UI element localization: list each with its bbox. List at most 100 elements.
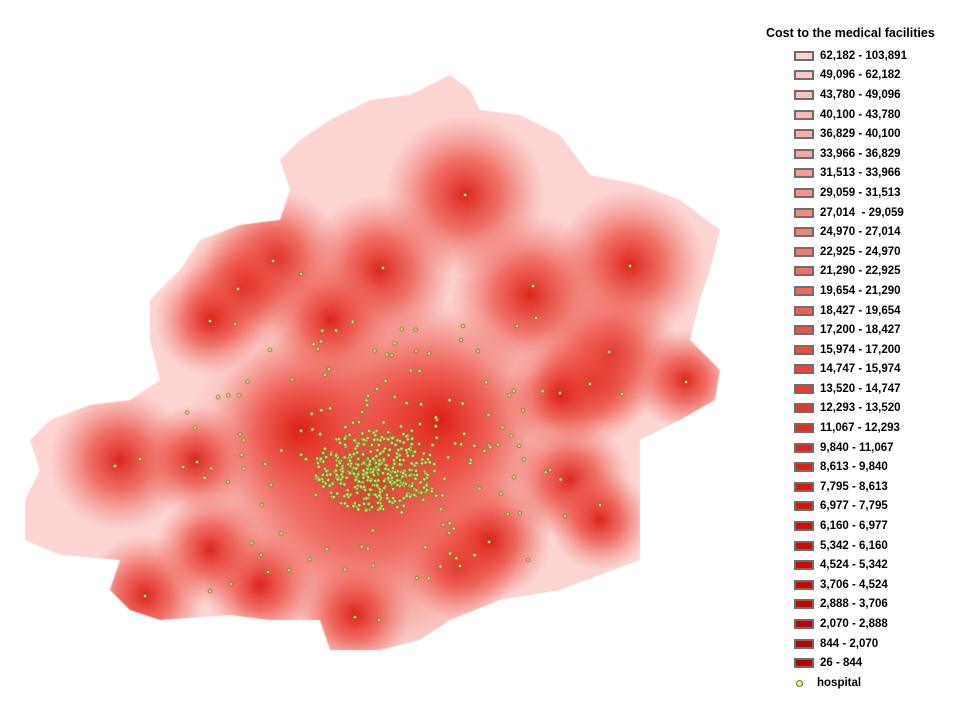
legend-class-label: 40,100 - 43,780 bbox=[820, 108, 901, 121]
legend-class-item: 33,966 - 36,829 bbox=[794, 144, 960, 164]
legend-class-label: 12,293 - 13,520 bbox=[820, 402, 901, 415]
legend-class-item: 5,342 - 6,160 bbox=[794, 536, 960, 556]
legend-swatch bbox=[794, 246, 814, 257]
legend-swatch bbox=[794, 305, 814, 316]
legend-swatch bbox=[794, 227, 814, 238]
legend-swatch bbox=[794, 109, 814, 120]
legend-swatch bbox=[794, 619, 814, 630]
legend-class-item: 62,182 - 103,891 bbox=[794, 46, 960, 66]
legend-class-label: 11,067 - 12,293 bbox=[820, 422, 900, 435]
legend-class-item: 43,780 - 49,096 bbox=[794, 85, 960, 105]
legend-class-item: 9,840 - 11,067 bbox=[794, 438, 960, 458]
legend-class-item: 2,888 - 3,706 bbox=[794, 595, 960, 615]
legend-class-label: 14,747 - 15,974 bbox=[820, 363, 901, 376]
map-legend: Cost to the medical facilities 62,182 - … bbox=[760, 26, 960, 693]
legend-class-item: 7,795 - 8,613 bbox=[794, 477, 960, 497]
legend-class-item: 844 - 2,070 bbox=[794, 634, 960, 654]
legend-class-label: 62,182 - 103,891 bbox=[820, 49, 907, 62]
legend-class-item: 26 - 844 bbox=[794, 653, 960, 673]
legend-class-label: 7,795 - 8,613 bbox=[820, 480, 888, 493]
legend-swatch bbox=[794, 129, 814, 140]
legend-class-label: 6,977 - 7,795 bbox=[820, 500, 888, 513]
legend-class-label: 8,613 - 9,840 bbox=[820, 461, 888, 474]
legend-class-item: 18,427 - 19,654 bbox=[794, 301, 960, 321]
legend-swatch bbox=[794, 187, 814, 198]
legend-swatch bbox=[794, 579, 814, 590]
legend-class-label: 43,780 - 49,096 bbox=[820, 88, 901, 101]
legend-class-label: 33,966 - 36,829 bbox=[820, 147, 901, 160]
legend-swatch bbox=[794, 89, 814, 100]
legend-swatch bbox=[794, 481, 814, 492]
legend-swatch bbox=[794, 383, 814, 394]
legend-swatch bbox=[794, 462, 814, 473]
legend-class-label: 19,654 - 21,290 bbox=[820, 284, 901, 297]
legend-swatch bbox=[794, 658, 814, 669]
legend-class-item: 29,059 - 31,513 bbox=[794, 183, 960, 203]
legend-class-item: 22,925 - 24,970 bbox=[794, 242, 960, 262]
legend-class-item: 31,513 - 33,966 bbox=[794, 164, 960, 184]
legend-class-item: 17,200 - 18,427 bbox=[794, 320, 960, 340]
legend-hospital-label: hospital bbox=[817, 677, 862, 689]
legend-class-item: 40,100 - 43,780 bbox=[794, 105, 960, 125]
legend-class-label: 49,096 - 62,182 bbox=[820, 69, 901, 82]
legend-swatch bbox=[794, 501, 814, 512]
legend-swatch bbox=[794, 599, 814, 610]
legend-class-item: 6,977 - 7,795 bbox=[794, 497, 960, 517]
legend-class-item: 8,613 - 9,840 bbox=[794, 457, 960, 477]
legend-hospital-item: hospital bbox=[788, 673, 960, 693]
legend-class-label: 2,070 - 2,888 bbox=[820, 618, 888, 631]
legend-class-label: 18,427 - 19,654 bbox=[820, 304, 901, 317]
legend-swatch bbox=[794, 540, 814, 551]
legend-class-label: 17,200 - 18,427 bbox=[820, 324, 901, 337]
legend-class-item: 24,970 - 27,014 bbox=[794, 222, 960, 242]
legend-class-item: 36,829 - 40,100 bbox=[794, 124, 960, 144]
legend-class-label: 36,829 - 40,100 bbox=[820, 128, 901, 141]
legend-class-item: 27,014 - 29,059 bbox=[794, 203, 960, 223]
legend-class-item: 13,520 - 14,747 bbox=[794, 379, 960, 399]
legend-swatch bbox=[794, 266, 814, 277]
legend-swatch bbox=[794, 521, 814, 532]
legend-class-label: 24,970 - 27,014 bbox=[820, 226, 901, 239]
legend-class-label: 31,513 - 33,966 bbox=[820, 167, 901, 180]
legend-class-item: 3,706 - 4,524 bbox=[794, 575, 960, 595]
legend-class-list: 62,182 - 103,891 49,096 - 62,182 43,780 - … bbox=[794, 46, 960, 693]
legend-class-item: 6,160 - 6,977 bbox=[794, 516, 960, 536]
legend-swatch bbox=[794, 364, 814, 375]
cost-surface-map[interactable] bbox=[0, 0, 760, 717]
legend-swatch bbox=[794, 207, 814, 218]
legend-class-label: 5,342 - 6,160 bbox=[820, 539, 888, 552]
legend-swatch bbox=[794, 285, 814, 296]
legend-class-item: 49,096 - 62,182 bbox=[794, 66, 960, 86]
legend-class-item: 21,290 - 22,925 bbox=[794, 262, 960, 282]
legend-class-item: 12,293 - 13,520 bbox=[794, 399, 960, 419]
legend-swatch bbox=[794, 423, 814, 434]
legend-class-item: 15,974 - 17,200 bbox=[794, 340, 960, 360]
legend-class-item: 4,524 - 5,342 bbox=[794, 555, 960, 575]
legend-class-label: 844 - 2,070 bbox=[820, 637, 879, 650]
legend-swatch bbox=[794, 344, 814, 355]
legend-class-item: 11,067 - 12,293 bbox=[794, 418, 960, 438]
legend-class-item: 19,654 - 21,290 bbox=[794, 281, 960, 301]
legend-class-item: 2,070 - 2,888 bbox=[794, 614, 960, 634]
legend-class-label: 21,290 - 22,925 bbox=[820, 265, 901, 278]
legend-class-item: 14,747 - 15,974 bbox=[794, 360, 960, 380]
legend-swatch bbox=[794, 403, 814, 414]
legend-class-label: 13,520 - 14,747 bbox=[820, 382, 901, 395]
legend-swatch bbox=[794, 442, 814, 453]
legend-class-label: 22,925 - 24,970 bbox=[820, 245, 901, 258]
legend-swatch bbox=[794, 560, 814, 571]
legend-class-label: 6,160 - 6,977 bbox=[820, 520, 888, 533]
legend-class-label: 3,706 - 4,524 bbox=[820, 578, 888, 591]
legend-class-label: 15,974 - 17,200 bbox=[820, 343, 901, 356]
legend-swatch bbox=[794, 168, 814, 179]
legend-class-label: 26 - 844 bbox=[820, 657, 863, 670]
legend-swatch bbox=[794, 325, 814, 336]
legend-class-label: 9,840 - 11,067 bbox=[820, 441, 894, 454]
legend-swatch bbox=[794, 638, 814, 649]
legend-class-label: 29,059 - 31,513 bbox=[820, 186, 901, 199]
hospital-point-icon bbox=[796, 679, 803, 687]
legend-class-label: 2,888 - 3,706 bbox=[820, 598, 888, 611]
legend-class-label: 27,014 - 29,059 bbox=[820, 206, 904, 219]
legend-class-label: 4,524 - 5,342 bbox=[820, 559, 888, 572]
legend-swatch bbox=[794, 70, 814, 81]
